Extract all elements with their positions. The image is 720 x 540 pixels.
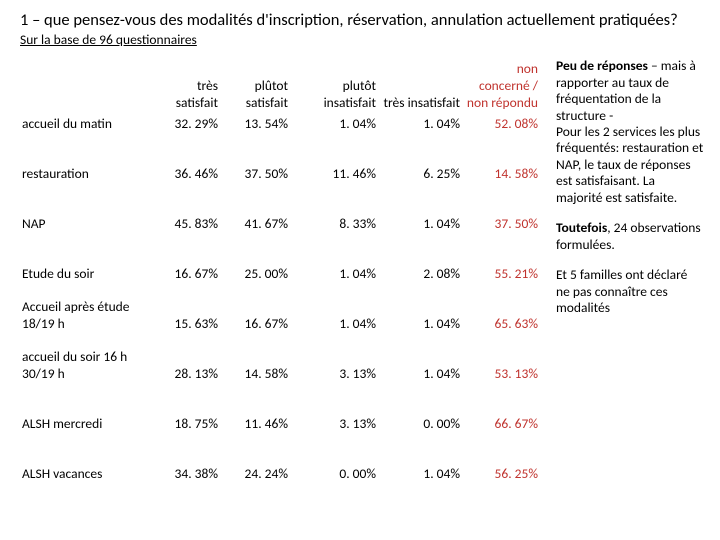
table-row: ALSH mercredi18. 75%11. 46%3. 13%0. 00%6… bbox=[20, 384, 542, 434]
row-label: ALSH vacances bbox=[20, 434, 154, 484]
cell-value: 14. 58% bbox=[464, 134, 542, 184]
table-row: Accueil après étude 18/19 h15. 63%16. 67… bbox=[20, 284, 542, 334]
note-bold: Peu de réponses bbox=[556, 57, 651, 74]
row-label: restauration bbox=[20, 134, 154, 184]
cell-value: 3. 13% bbox=[292, 334, 380, 384]
cell-value: 0. 00% bbox=[380, 384, 464, 434]
cell-value: 1. 04% bbox=[292, 234, 380, 284]
results-table: très satisfait plûtot satisfait plutôt i… bbox=[20, 58, 542, 484]
cell-value: 25. 00% bbox=[222, 234, 292, 284]
cell-value: 16. 67% bbox=[222, 284, 292, 334]
cell-value: 3. 13% bbox=[292, 384, 380, 434]
cell-value: 32. 29% bbox=[154, 113, 222, 134]
cell-value: 56. 25% bbox=[464, 434, 542, 484]
question-subtitle: Sur la base de 96 questionnaires bbox=[20, 31, 704, 48]
cell-value: 37. 50% bbox=[222, 134, 292, 184]
cell-value: 37. 50% bbox=[464, 184, 542, 234]
cell-value: 18. 75% bbox=[154, 384, 222, 434]
row-label: NAP bbox=[20, 184, 154, 234]
cell-value: 52. 08% bbox=[464, 113, 542, 134]
question-title: 1 – que pensez-vous des modalités d'insc… bbox=[20, 10, 704, 30]
table-row: accueil du matin32. 29%13. 54%1. 04%1. 0… bbox=[20, 113, 542, 134]
col-rowlabel bbox=[20, 58, 154, 113]
cell-value: 28. 13% bbox=[154, 334, 222, 384]
cell-value: 66. 67% bbox=[464, 384, 542, 434]
row-label: accueil du matin bbox=[20, 113, 154, 134]
cell-value: 36. 46% bbox=[154, 134, 222, 184]
note-paragraph: Toutefois, 24 observations formulées. bbox=[556, 220, 704, 253]
col-no-answer: non concerné / non répondu bbox=[464, 58, 542, 113]
col-rather-satisfied: plûtot satisfait bbox=[222, 58, 292, 113]
cell-value: 15. 63% bbox=[154, 284, 222, 334]
cell-value: 0. 00% bbox=[292, 434, 380, 484]
note-paragraph: Et 5 familles ont déclaré ne pas connaît… bbox=[556, 267, 704, 316]
table-row: accueil du soir 16 h 30/19 h28. 13%14. 5… bbox=[20, 334, 542, 384]
cell-value: 14. 58% bbox=[222, 334, 292, 384]
note-paragraph: Peu de réponses – mais à rapporter au ta… bbox=[556, 58, 704, 206]
results-table-container: très satisfait plûtot satisfait plutôt i… bbox=[20, 58, 542, 484]
cell-value: 1. 04% bbox=[380, 434, 464, 484]
cell-value: 2. 08% bbox=[380, 234, 464, 284]
cell-value: 24. 24% bbox=[222, 434, 292, 484]
cell-value: 11. 46% bbox=[222, 384, 292, 434]
col-rather-unsatisfied: plutôt insatisfait bbox=[292, 58, 380, 113]
row-label: ALSH mercredi bbox=[20, 384, 154, 434]
row-label: Accueil après étude 18/19 h bbox=[20, 284, 154, 334]
cell-value: 13. 54% bbox=[222, 113, 292, 134]
cell-value: 8. 33% bbox=[292, 184, 380, 234]
cell-value: 1. 04% bbox=[380, 334, 464, 384]
cell-value: 1. 04% bbox=[380, 184, 464, 234]
table-header-row: très satisfait plûtot satisfait plutôt i… bbox=[20, 58, 542, 113]
table-row: NAP45. 83%41. 67%8. 33%1. 04%37. 50% bbox=[20, 184, 542, 234]
cell-value: 53. 13% bbox=[464, 334, 542, 384]
col-very-unsatisfied: très insatisfait bbox=[380, 58, 464, 113]
note-bold: Toutefois bbox=[556, 219, 607, 236]
cell-value: 16. 67% bbox=[154, 234, 222, 284]
row-label: Etude du soir bbox=[20, 234, 154, 284]
row-label: accueil du soir 16 h 30/19 h bbox=[20, 334, 154, 384]
table-row: ALSH vacances34. 38%24. 24%0. 00%1. 04%5… bbox=[20, 434, 542, 484]
cell-value: 1. 04% bbox=[380, 113, 464, 134]
cell-value: 1. 04% bbox=[292, 284, 380, 334]
cell-value: 55. 21% bbox=[464, 234, 542, 284]
table-row: restauration36. 46%37. 50%11. 46%6. 25%1… bbox=[20, 134, 542, 184]
cell-value: 11. 46% bbox=[292, 134, 380, 184]
col-very-satisfied: très satisfait bbox=[154, 58, 222, 113]
note-text: Pour les 2 services les plus fréquentés:… bbox=[556, 123, 703, 206]
cell-value: 1. 04% bbox=[292, 113, 380, 134]
table-row: Etude du soir16. 67%25. 00%1. 04%2. 08%5… bbox=[20, 234, 542, 284]
cell-value: 1. 04% bbox=[380, 284, 464, 334]
cell-value: 45. 83% bbox=[154, 184, 222, 234]
cell-value: 6. 25% bbox=[380, 134, 464, 184]
notes-panel: Peu de réponses – mais à rapporter au ta… bbox=[556, 58, 704, 484]
cell-value: 65. 63% bbox=[464, 284, 542, 334]
cell-value: 41. 67% bbox=[222, 184, 292, 234]
cell-value: 34. 38% bbox=[154, 434, 222, 484]
